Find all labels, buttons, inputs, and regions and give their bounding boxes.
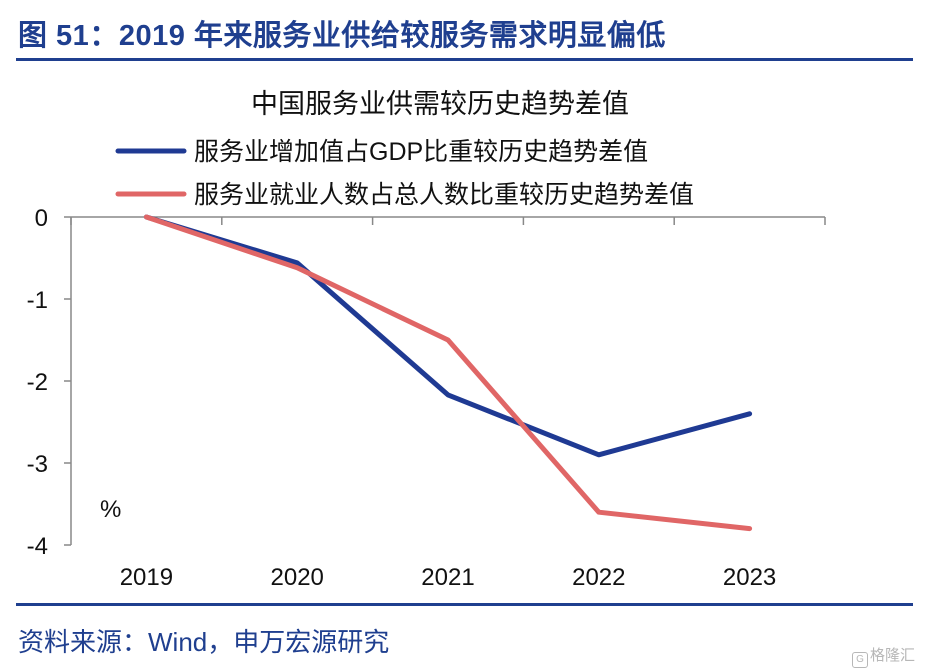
legend-label-series-2: 服务业就业人数占总人数比重较历史趋势差值 — [194, 181, 694, 209]
x-tick-label: 2019 — [120, 564, 173, 591]
watermark-logo-icon: G — [852, 652, 868, 668]
y-tick-label: -1 — [27, 287, 48, 314]
figure-title: 图 51：2019 年来服务业供给较服务需求明显偏低 — [18, 20, 666, 52]
x-tick-label: 2020 — [271, 564, 324, 591]
legend: 服务业增加值占GDP比重较历史趋势差值 服务业就业人数占总人数比重较历史趋势差值 — [115, 138, 694, 209]
source-note: 资料来源：Wind，申万宏源研究 — [18, 627, 390, 657]
line-chart: 中国服务业供需较历史趋势差值 服务业增加值占GDP比重较历史趋势差值 服务业就业… — [27, 89, 826, 591]
y-axis-unit-label: % — [100, 496, 121, 523]
y-tick-label: -4 — [27, 533, 48, 560]
series-line-2 — [143, 214, 753, 532]
bottom-rule — [16, 603, 913, 606]
y-tick-label: -3 — [27, 451, 48, 478]
top-rule — [16, 58, 913, 61]
x-tick-label: 2021 — [421, 564, 474, 591]
y-tick-label: -2 — [27, 369, 48, 396]
x-axis: 2019 2020 2021 2022 2023 — [70, 216, 826, 591]
chart-title: 中国服务业供需较历史趋势差值 — [251, 89, 629, 119]
watermark-text: 格隆汇 — [870, 647, 916, 664]
y-axis: 0 -1 -2 -3 -4 % — [27, 205, 122, 560]
series-line-1 — [143, 214, 753, 458]
legend-label-series-1: 服务业增加值占GDP比重较历史趋势差值 — [194, 138, 648, 166]
watermark: G 格隆汇 — [852, 644, 915, 668]
y-tick-label: 0 — [35, 205, 48, 232]
x-tick-label: 2022 — [572, 564, 625, 591]
x-tick-label: 2023 — [723, 564, 776, 591]
